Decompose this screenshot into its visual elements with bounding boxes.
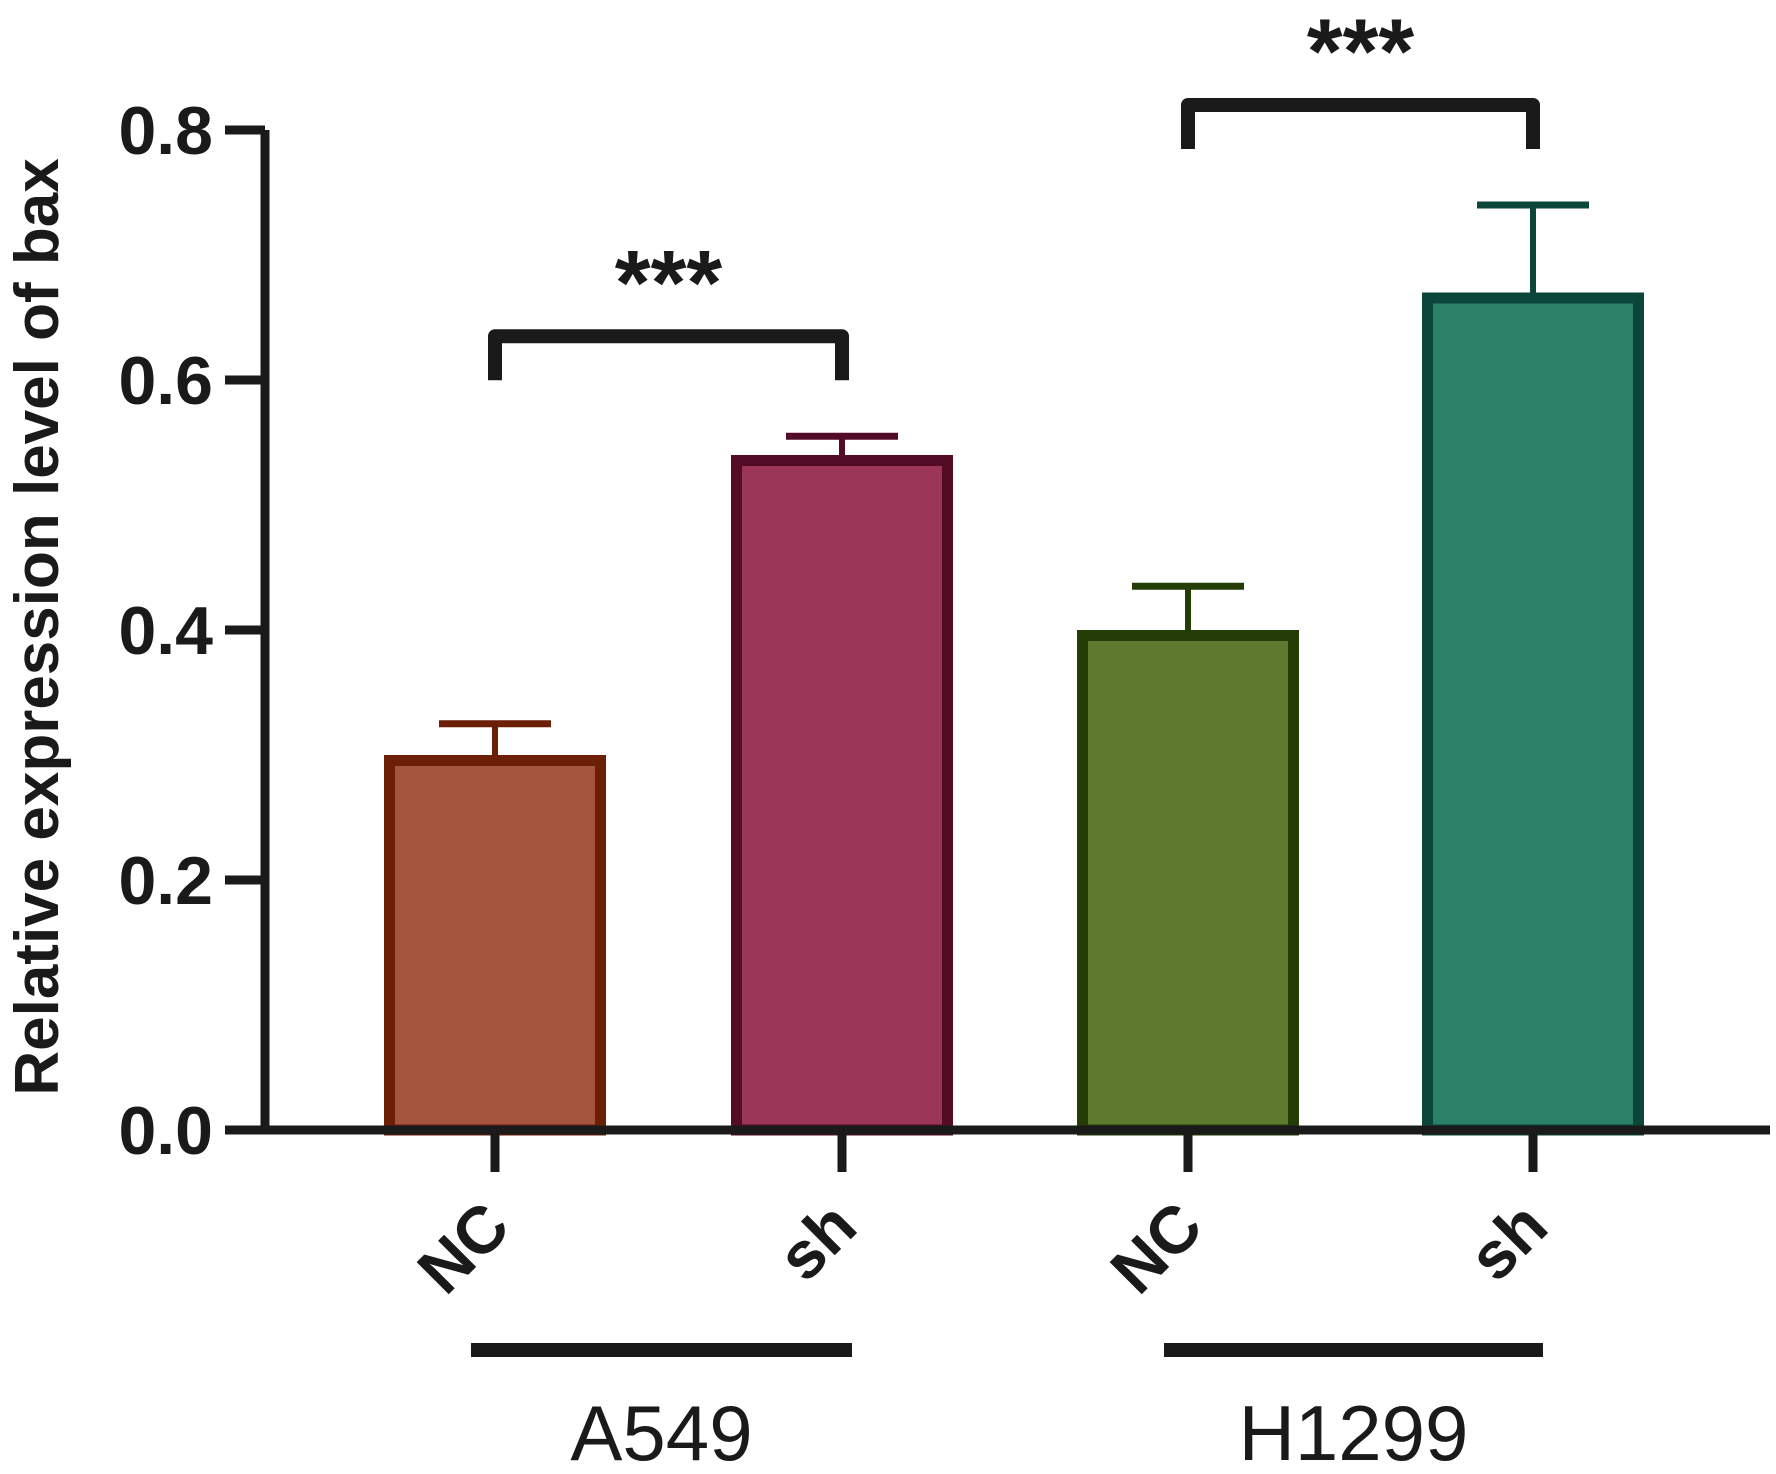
bar-3 xyxy=(1422,292,1644,1136)
significance-bracket-1: *** xyxy=(1181,1,1540,149)
significance-label-0: *** xyxy=(615,232,723,334)
significance-label-1: *** xyxy=(1307,1,1415,103)
significance-bracket-line-1 xyxy=(1181,98,1540,149)
x-category-label-1: sh xyxy=(763,1188,870,1295)
significance-layer: *** *** xyxy=(488,1,1540,381)
y-tick-label-0: 0.0 xyxy=(118,1093,213,1169)
error-bar-1 xyxy=(786,432,898,455)
y-tick-label-2: 0.4 xyxy=(118,593,213,669)
significance-bracket-line-0 xyxy=(488,329,849,381)
error-bar-2 xyxy=(1132,582,1244,630)
bar-0 xyxy=(384,755,606,1136)
y-ticks-layer: 0.0 0.2 0.4 0.6 0.8 xyxy=(118,93,265,1169)
y-tick-label-1: 0.2 xyxy=(118,843,213,919)
error-bar-0 xyxy=(439,720,551,755)
bars-layer xyxy=(384,292,1644,1136)
y-tick-label-3: 0.6 xyxy=(118,343,213,419)
y-axis-label: Relative expression level of bax xyxy=(3,158,72,1096)
error-bar-3 xyxy=(1477,201,1589,293)
error-bars-layer xyxy=(439,201,1589,755)
x-category-label-2: NC xyxy=(1096,1188,1216,1308)
groups-layer: A549 H1299 xyxy=(471,1343,1543,1474)
y-tick-label-4: 0.8 xyxy=(118,93,213,169)
significance-bracket-0: *** xyxy=(488,232,849,381)
bar-2 xyxy=(1077,630,1299,1136)
x-labels-layer: NC sh NC sh xyxy=(403,1130,1561,1307)
x-category-label-0: NC xyxy=(403,1188,523,1308)
group-label-0: A549 xyxy=(570,1389,752,1474)
x-category-label-3: sh xyxy=(1454,1188,1561,1295)
group-label-1: H1299 xyxy=(1239,1389,1469,1474)
bar-1 xyxy=(731,455,953,1136)
